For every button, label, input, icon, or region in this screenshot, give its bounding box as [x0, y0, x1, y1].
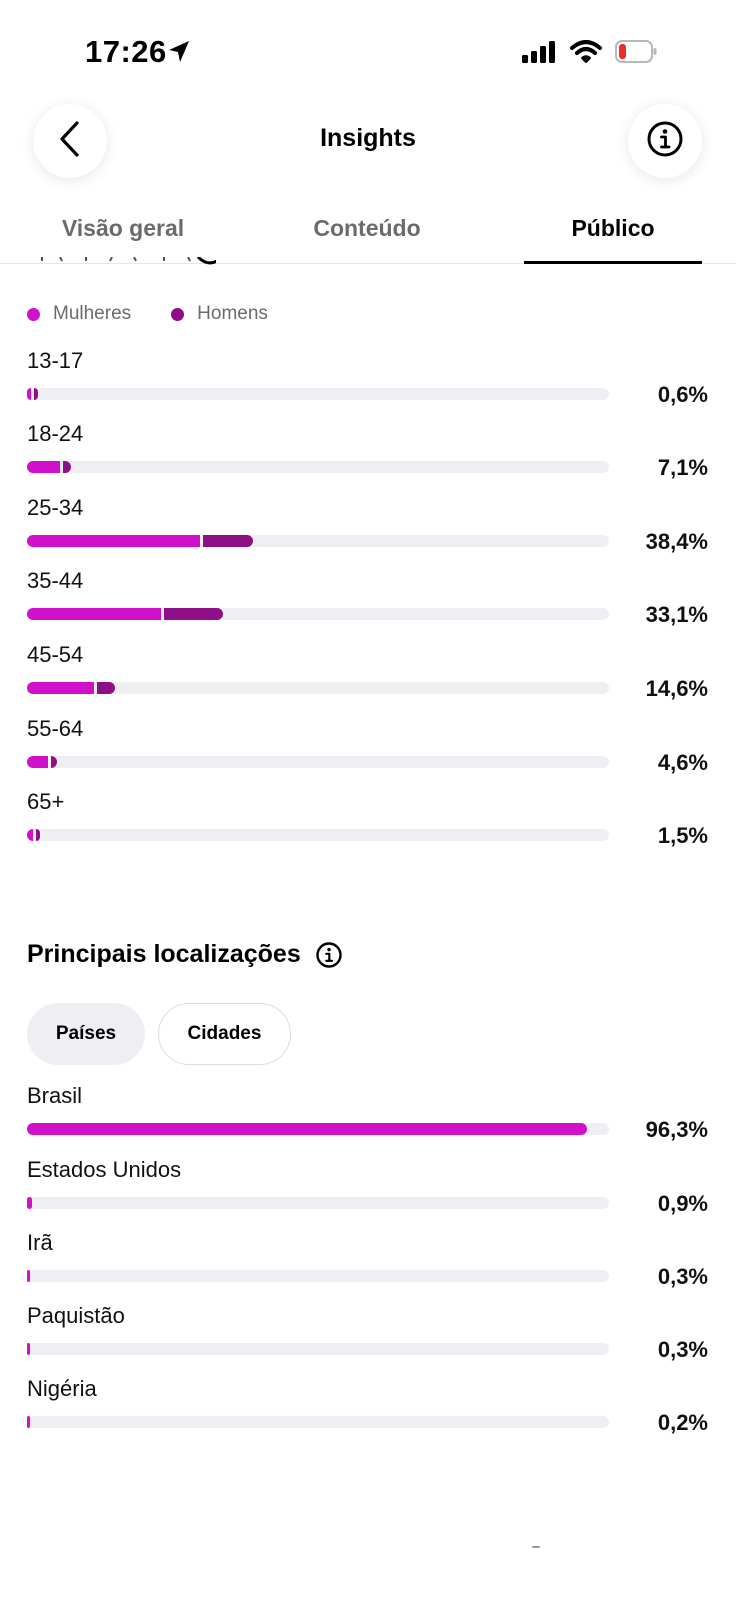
age-label: 55-64	[27, 716, 84, 741]
filter-chip-countries[interactable]: Países	[27, 1003, 145, 1065]
men-dot-icon	[171, 307, 185, 321]
location-percent: 96,3%	[645, 1117, 708, 1142]
age-bar-track	[27, 608, 609, 620]
legend-item-women: Mulheres	[27, 303, 131, 325]
location-label: Nigéria	[27, 1376, 97, 1401]
chevron-left-icon	[59, 120, 81, 162]
age-label: 25-34	[27, 495, 84, 520]
age-percent: 38,4%	[645, 529, 708, 554]
age-bar-men	[164, 608, 223, 620]
age-bar-women	[27, 388, 31, 400]
scrolled-heading-remnant	[26, 256, 216, 268]
location-percent: 0,3%	[657, 1264, 708, 1289]
age-percent: 4,6%	[657, 750, 708, 775]
location-arrow-icon	[168, 40, 190, 69]
age-bar-men	[50, 756, 57, 768]
scroll-indicator	[532, 1546, 540, 1548]
age-bar-track	[27, 535, 609, 547]
info-icon[interactable]	[315, 941, 343, 969]
women-dot-icon	[27, 307, 40, 321]
location-bar-track	[27, 1270, 609, 1282]
info-button[interactable]	[628, 104, 702, 178]
location-bar-track	[27, 1123, 609, 1135]
location-label: Irã	[27, 1230, 53, 1255]
location-percent: 0,9%	[657, 1191, 708, 1216]
location-bar-track	[27, 1197, 609, 1209]
location-bar-fill	[27, 1416, 30, 1428]
battery-low-icon	[615, 40, 657, 69]
age-bar-track	[27, 461, 609, 473]
age-bar-track	[27, 829, 609, 841]
age-bar-men	[202, 535, 254, 547]
wifi-icon	[570, 40, 602, 69]
age-label: 45-54	[27, 642, 84, 667]
age-bar-women	[27, 756, 48, 768]
age-bar-women	[27, 535, 200, 547]
section-title-top-locations: Principais localizações	[27, 940, 343, 969]
age-label: 65+	[27, 789, 65, 814]
location-bar-fill	[27, 1197, 33, 1209]
age-bar-men	[62, 461, 72, 473]
age-percent: 7,1%	[657, 455, 708, 480]
age-bar-men	[34, 388, 38, 400]
location-percent: 0,2%	[657, 1410, 708, 1435]
age-label: 18-24	[27, 421, 84, 446]
cellular-signal-icon	[522, 41, 556, 68]
legend-label-women: Mulheres	[53, 303, 132, 324]
section-title-text: Principais localizações	[27, 940, 301, 968]
back-button[interactable]	[33, 104, 107, 178]
page-title: Insights	[320, 124, 416, 152]
age-bar-track	[27, 682, 609, 694]
age-percent: 1,5%	[657, 823, 708, 848]
legend-item-men: Homens	[171, 303, 268, 325]
age-label: 13-17	[27, 348, 84, 373]
location-label: Estados Unidos	[27, 1157, 182, 1182]
tab-content[interactable]: Conteúdo	[313, 215, 421, 241]
age-bar-track	[27, 388, 609, 400]
tab-overview[interactable]: Visão geral	[61, 215, 185, 241]
age-bar-men	[96, 682, 115, 694]
gender-legend: Mulheres Homens	[27, 303, 308, 325]
header: Insights	[0, 100, 736, 180]
age-percent: 0,6%	[657, 382, 708, 407]
tab-audience[interactable]: Público	[571, 215, 655, 241]
legend-label-men: Homens	[197, 303, 268, 324]
age-bar-track	[27, 756, 609, 768]
location-bar-track	[27, 1343, 609, 1355]
status-time: 17:26	[85, 34, 167, 69]
location-bar-fill	[27, 1270, 30, 1282]
location-bar-track	[27, 1416, 609, 1428]
tab-bar: Visão geral Conteúdo Público	[0, 205, 736, 264]
age-bar-women	[27, 829, 33, 841]
age-bar-women	[27, 682, 94, 694]
location-percent: 0,3%	[657, 1337, 708, 1362]
age-percent: 33,1%	[645, 602, 708, 627]
age-label: 35-44	[27, 568, 84, 593]
age-bar-men	[35, 829, 40, 841]
filter-chip-cities[interactable]: Cidades	[158, 1003, 291, 1065]
location-label: Paquistão	[27, 1303, 125, 1328]
status-bar: 17:26	[0, 0, 736, 100]
location-label: Brasil	[27, 1083, 83, 1108]
age-bar-women	[27, 461, 60, 473]
location-bar-fill	[27, 1123, 588, 1135]
age-bar-women	[27, 608, 162, 620]
info-icon	[646, 120, 684, 163]
age-percent: 14,6%	[645, 676, 708, 701]
active-tab-indicator	[524, 261, 702, 264]
location-bar-fill	[27, 1343, 30, 1355]
